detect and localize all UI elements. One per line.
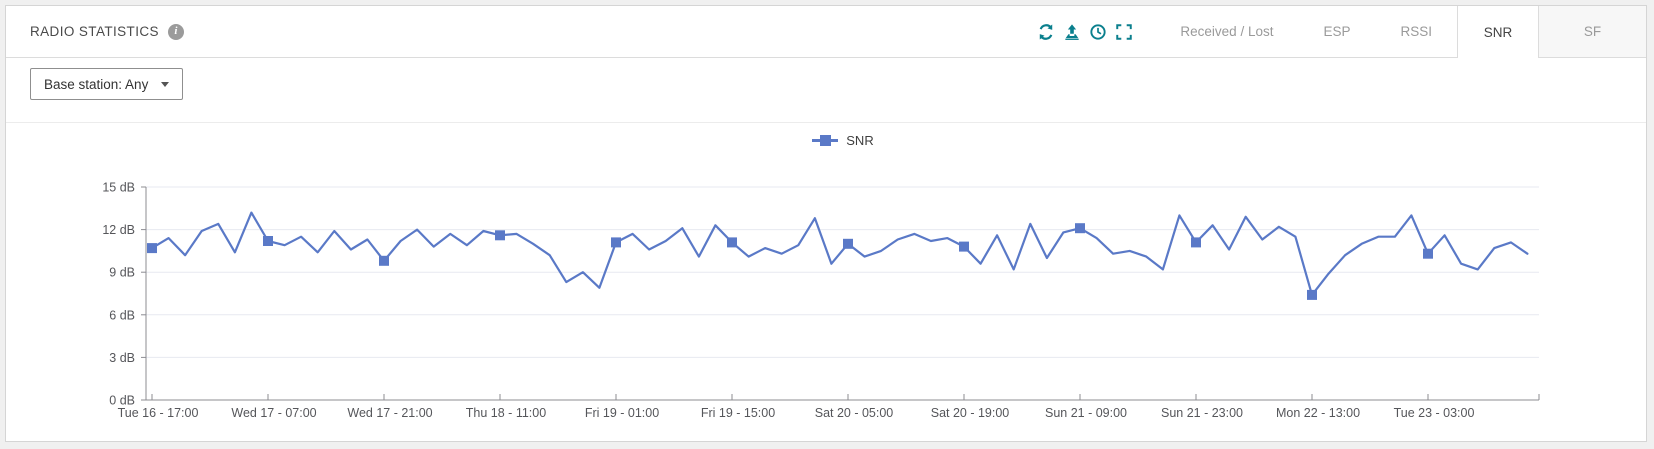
x-axis-label: Fri 19 - 01:00: [585, 406, 659, 420]
tab-snr[interactable]: SNR: [1457, 6, 1539, 58]
x-axis-label: Wed 17 - 21:00: [347, 406, 432, 420]
tab-strip: Received / Lost ESP RSSI SNR SF: [1155, 6, 1646, 58]
y-axis-label: 3 dB: [109, 351, 135, 365]
snr-point-marker[interactable]: [1307, 289, 1317, 300]
x-axis-label: Tue 23 - 03:00: [1394, 406, 1475, 420]
base-station-dropdown[interactable]: Base station: Any: [30, 68, 184, 100]
y-axis-label: 12 dB: [102, 223, 135, 237]
snr-point-marker[interactable]: [495, 230, 505, 241]
legend-marker-icon: [812, 135, 839, 146]
snr-point-marker[interactable]: [1191, 237, 1201, 248]
legend-item-snr[interactable]: SNR: [146, 133, 1540, 148]
base-station-dropdown-label: Base station: Any: [44, 76, 149, 92]
tab-sf[interactable]: SF: [1539, 6, 1646, 57]
x-axis-label: Sat 20 - 19:00: [931, 406, 1010, 420]
y-axis-label: 15 dB: [102, 181, 135, 195]
y-axis-label: 0 dB: [109, 394, 135, 408]
toolbar: [1037, 6, 1133, 57]
fullscreen-icon[interactable]: [1115, 23, 1133, 41]
snr-point-marker[interactable]: [843, 238, 853, 249]
info-icon[interactable]: i: [167, 23, 184, 40]
tab-received-lost[interactable]: Received / Lost: [1180, 24, 1274, 39]
tab-esp[interactable]: ESP: [1323, 24, 1351, 39]
y-axis-label: 6 dB: [109, 308, 135, 322]
x-axis-label: Sat 20 - 05:00: [815, 406, 894, 420]
x-axis-label: Mon 22 - 13:00: [1276, 406, 1360, 420]
snr-point-marker[interactable]: [147, 243, 157, 254]
chevron-down-icon: [161, 81, 170, 87]
export-icon[interactable]: [1063, 23, 1081, 41]
section-divider: [6, 122, 1646, 123]
snr-point-marker[interactable]: [611, 237, 621, 248]
x-axis-label: Wed 17 - 07:00: [231, 406, 316, 420]
x-axis-label: Tue 16 - 17:00: [118, 406, 199, 420]
snr-point-marker[interactable]: [959, 241, 969, 252]
snr-chart: 0 dB 3 dB 6 dB 9 dB 12 dB 15 dB Tue 16 - 17:00…: [102, 181, 1540, 420]
x-axis-label: Sun 21 - 23:00: [1161, 406, 1243, 420]
x-axis-label: Fri 19 - 15:00: [701, 406, 775, 420]
snr-point-marker[interactable]: [263, 236, 273, 246]
tab-rssi[interactable]: RSSI: [1400, 24, 1432, 39]
radio-statistics-panel: RADIO STATISTICS i: [5, 5, 1647, 442]
x-axis-label: Thu 18 - 11:00: [466, 406, 546, 420]
snr-point-marker[interactable]: [1423, 248, 1433, 259]
snr-point-marker[interactable]: [727, 237, 737, 248]
refresh-icon[interactable]: [1037, 23, 1055, 41]
x-axis-label: Sun 21 - 09:00: [1045, 406, 1127, 420]
clock-icon[interactable]: [1089, 23, 1107, 41]
snr-point-marker[interactable]: [1075, 223, 1085, 234]
y-axis-label: 9 dB: [109, 266, 135, 280]
panel-header: RADIO STATISTICS i: [6, 6, 1646, 58]
snr-point-marker[interactable]: [379, 255, 389, 266]
legend-label: SNR: [846, 133, 874, 148]
snr-line-series[interactable]: [150, 211, 1529, 296]
panel-title: RADIO STATISTICS: [30, 24, 159, 39]
